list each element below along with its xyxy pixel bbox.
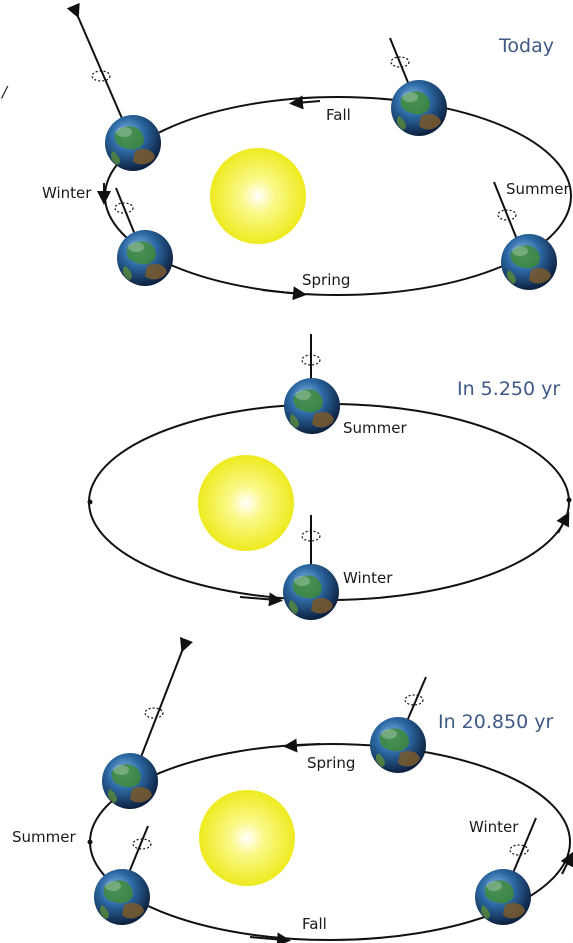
panel-title: Today [498,35,554,57]
orbit-arrow-spring [261,286,307,301]
orbit-arrow-fall [289,95,321,110]
orbit-arrow-spring [283,738,321,753]
earth-fall [391,80,447,136]
spin-icon [404,694,424,706]
spin-icon [114,202,134,214]
season-label-winter: Winter [343,569,393,587]
orbit-node [87,839,93,845]
season-label-winter: Winter [469,818,519,836]
orbit-arrow [556,511,570,534]
spin-icon [132,838,152,850]
earth-winter-b [117,230,173,286]
orbit-arrow-fall [249,932,291,943]
earth-winter-a [105,115,161,171]
season-label-spring: Spring [302,271,350,289]
season-label-summer: Summer [506,180,570,198]
sun-today [210,148,306,244]
sun-5250 [198,455,294,551]
earth-winter [283,564,339,620]
spin-icon [301,354,321,366]
earth-summer [501,234,557,290]
earth-spring [370,717,426,773]
earth-summer-b [94,869,150,925]
earth-axis [133,636,194,776]
spin-icon [390,56,410,68]
sun-20850 [199,790,295,886]
season-label-spring: Spring [307,754,355,772]
orbit-arrow-winter [560,851,573,875]
panel-title: In 5.250 yr [457,378,560,400]
season-label-fall: Fall [326,106,351,124]
panel-today: Today Fall Winter Spring Summer [42,2,572,301]
panel-title: In 20.850 yr [438,711,553,733]
season-label-fall: Fall [302,915,327,933]
season-label-winter: Winter [42,184,92,202]
panel-20850: In 20.850 yr Spring Summer Winter Fall [12,636,573,943]
spin-icon [144,707,164,719]
orbit-arrow [239,592,283,607]
spin-icon [497,209,517,221]
earth-winter [475,869,531,925]
orbit-node [566,497,572,503]
panel-5250: In 5.250 yr Summer Winter [87,334,572,620]
spin-icon [91,70,111,82]
season-label-summer: Summer [343,419,407,437]
earth-summer [284,378,340,434]
stray-mark: / [0,83,9,101]
spin-icon [301,530,321,542]
earth-summer-a [102,753,158,809]
season-label-summer: Summer [12,828,76,846]
orbit-today [104,96,572,296]
orbit-node [87,499,93,505]
spin-icon [509,844,529,856]
